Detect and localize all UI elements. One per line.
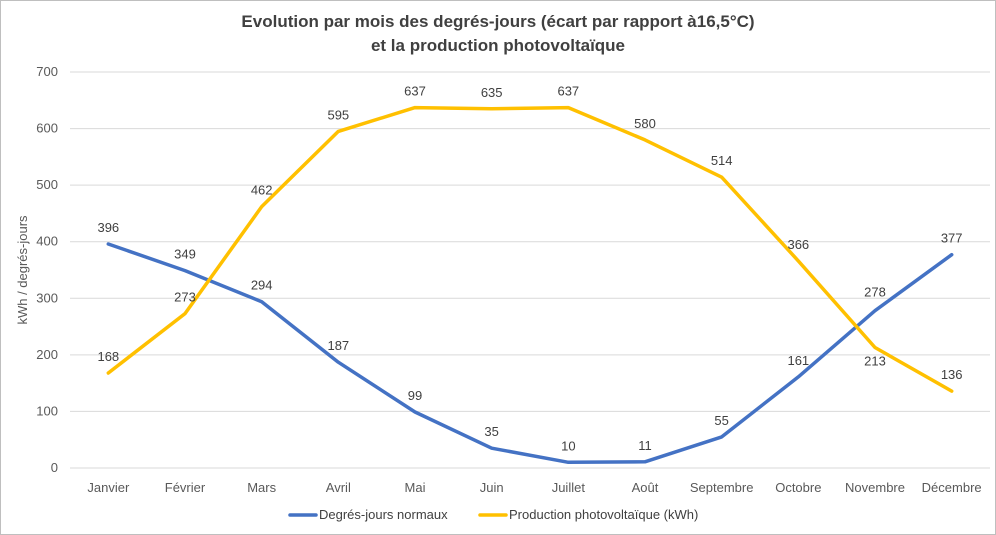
y-tick-label: 500	[36, 177, 58, 192]
y-tick-label: 600	[36, 121, 58, 136]
series-line-0	[106, 242, 954, 465]
data-label: 514	[711, 153, 733, 168]
data-label: 10	[561, 438, 575, 453]
x-tick-label: Janvier	[87, 480, 130, 495]
data-label: 168	[97, 349, 119, 364]
data-label: 377	[941, 231, 963, 246]
y-tick-label: 400	[36, 234, 58, 249]
data-label: 366	[787, 237, 809, 252]
y-tick-label: 300	[36, 290, 58, 305]
legend-label-1: Production photovoltaïque (kWh)	[509, 507, 698, 522]
series-line-1	[106, 105, 954, 393]
data-label: 278	[864, 285, 886, 300]
data-label: 161	[787, 353, 809, 368]
data-label: 187	[327, 338, 349, 353]
chart-title-block: Evolution par mois des degrés-jours (éca…	[0, 10, 996, 58]
data-label: 273	[174, 290, 196, 305]
x-tick-label: Juillet	[552, 480, 586, 495]
chart-subtitle: et la production photovoltaïque	[370, 36, 626, 55]
x-tick-label: Avril	[326, 480, 351, 495]
data-label: 637	[404, 84, 426, 99]
data-label: 55	[714, 413, 728, 428]
x-tick-label: Août	[632, 480, 659, 495]
y-tick-label: 700	[36, 64, 58, 79]
chart-title: Evolution par mois des degrés-jours (éca…	[241, 12, 755, 31]
data-label: 580	[634, 116, 656, 131]
data-label: 637	[557, 84, 579, 99]
x-tick-label: Novembre	[845, 480, 905, 495]
data-label: 462	[251, 183, 273, 198]
y-tick-label: 200	[36, 347, 58, 362]
x-tick-label: Décembre	[922, 480, 982, 495]
data-label: 595	[327, 107, 349, 122]
x-tick-label: Mars	[247, 480, 276, 495]
data-label: 136	[941, 367, 963, 382]
data-label: 294	[251, 278, 273, 293]
data-label: 213	[864, 354, 886, 369]
x-tick-label: Juin	[480, 480, 504, 495]
data-label: 396	[97, 220, 119, 235]
legend-label-0: Degrés-jours normaux	[319, 507, 448, 522]
data-label: 99	[408, 388, 422, 403]
x-tick-label: Octobre	[775, 480, 821, 495]
data-label: 35	[484, 424, 498, 439]
x-tick-label: Février	[165, 480, 206, 495]
y-tick-label: 100	[36, 403, 58, 418]
data-label: 11	[638, 438, 652, 453]
y-axis-label: kWh / degrés-jours	[15, 215, 30, 325]
data-label: 635	[481, 85, 503, 100]
x-tick-label: Septembre	[690, 480, 754, 495]
x-tick-label: Mai	[405, 480, 426, 495]
y-tick-label: 0	[51, 460, 58, 475]
data-label: 349	[174, 247, 196, 262]
